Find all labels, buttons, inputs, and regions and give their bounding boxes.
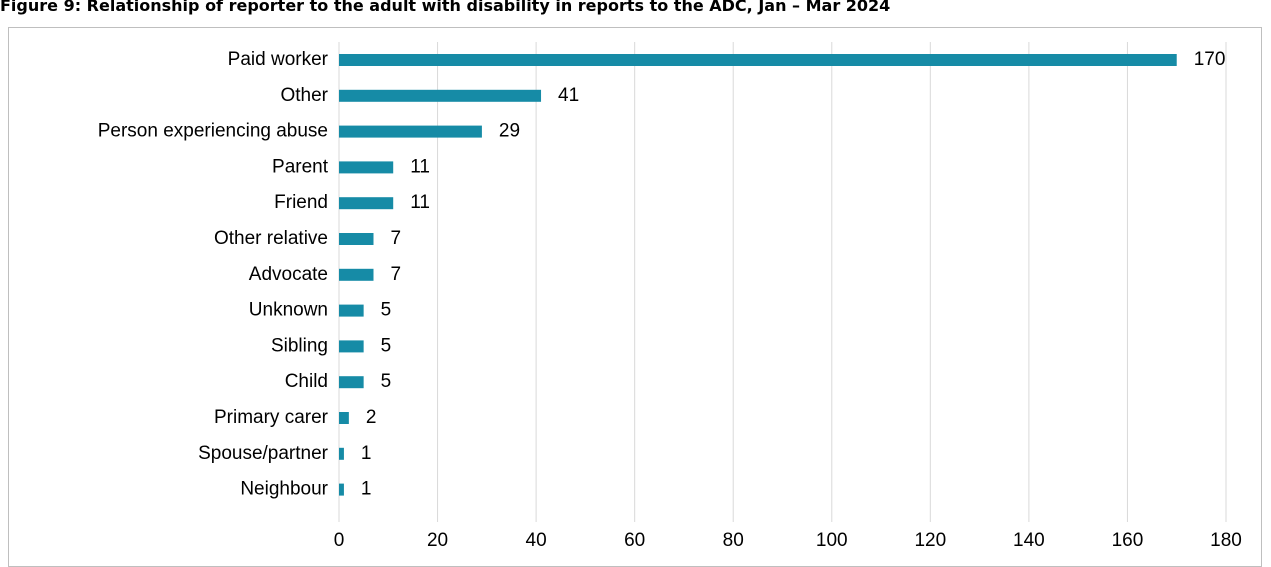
data-label: 7: [390, 228, 401, 249]
data-label: 11: [410, 156, 430, 177]
x-tick-label: 160: [1112, 530, 1144, 551]
labels: 0 20 40 60 80 100 120 140 160 180 Paid worker 170 Ot…: [98, 49, 1242, 551]
data-label: 7: [390, 264, 401, 285]
category-label: Other relative: [214, 228, 328, 249]
data-label: 1: [361, 443, 372, 464]
x-tick-label: 60: [624, 530, 645, 551]
category-label: Person experiencing abuse: [98, 121, 328, 142]
category-label: Paid worker: [228, 49, 329, 70]
bar: [339, 268, 374, 281]
bar: [339, 483, 344, 496]
bar: [339, 304, 364, 317]
bar: [339, 233, 374, 245]
category-label: Primary carer: [214, 407, 329, 428]
category-label: Unknown: [249, 300, 328, 321]
bar: [339, 125, 482, 138]
data-label: 5: [381, 335, 392, 356]
bar-chart: 0 20 40 60 80 100 120 140 160 180 Paid worker 170 Ot…: [98, 42, 1242, 551]
data-label: 170: [1194, 49, 1226, 70]
data-label: 29: [499, 121, 520, 142]
data-label: 5: [381, 300, 392, 321]
category-label: Other: [280, 85, 328, 106]
chart-frame: 0 20 40 60 80 100 120 140 160 180 Paid worker 170 Ot…: [8, 27, 1262, 567]
x-tick-label: 40: [526, 530, 547, 551]
bar: [339, 340, 364, 353]
data-label: 1: [361, 479, 372, 500]
bars: [339, 54, 1177, 496]
x-tick-label: 120: [914, 530, 946, 551]
bar: [339, 197, 394, 210]
data-label: 5: [381, 371, 392, 392]
x-tick-label: 0: [334, 530, 345, 551]
gridlines: [338, 42, 1227, 522]
bar: [339, 412, 349, 424]
bar: [339, 54, 1177, 66]
x-tick-label: 140: [1013, 530, 1045, 551]
category-label: Neighbour: [240, 479, 328, 500]
x-tick-label: 80: [723, 530, 744, 551]
category-label: Child: [285, 371, 328, 392]
category-label: Spouse/partner: [198, 443, 329, 464]
data-label: 41: [558, 85, 579, 106]
data-label: 2: [366, 407, 377, 428]
bar: [339, 376, 364, 389]
bar: [339, 89, 542, 102]
x-tick-label: 100: [816, 530, 848, 551]
category-label: Friend: [274, 192, 328, 213]
x-tick-label: 20: [427, 530, 448, 551]
category-label: Advocate: [249, 264, 328, 285]
data-label: 11: [410, 192, 430, 213]
category-label: Parent: [272, 156, 329, 177]
bar: [339, 161, 394, 174]
figure-title: Figure 9: Relationship of reporter to th…: [0, 0, 891, 15]
x-tick-label: 180: [1210, 530, 1242, 551]
bar: [339, 447, 344, 460]
category-label: Sibling: [271, 335, 328, 356]
